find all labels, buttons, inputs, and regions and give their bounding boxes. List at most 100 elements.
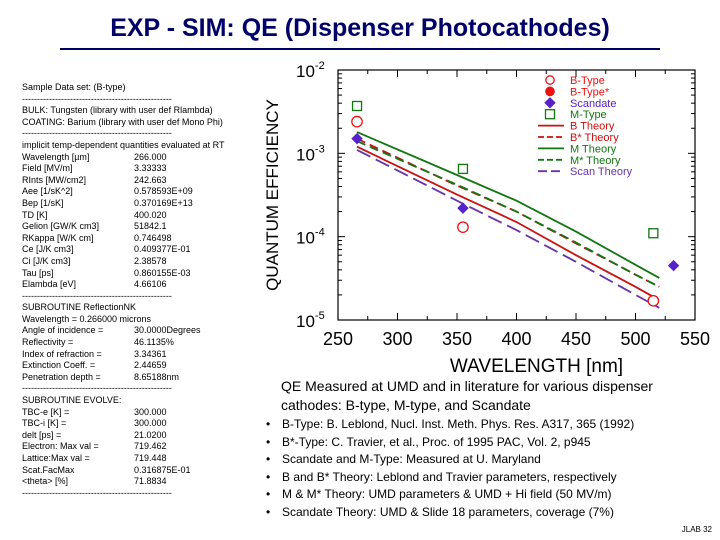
y-axis-label: QUANTUM EFFICIENCY	[263, 99, 282, 291]
y-tick-base: 10	[296, 145, 315, 164]
sample-line: COATING: Barium (library with user def M…	[22, 117, 267, 129]
y-tick-label: 10-3	[296, 143, 325, 164]
x-tick-label: 550	[680, 329, 710, 349]
title-underline	[60, 48, 660, 50]
sample-value: 2.38578	[134, 255, 167, 266]
sample-key: ----------------------------------------…	[22, 487, 172, 498]
sample-value: 266.000	[134, 151, 167, 162]
point-mtype	[351, 100, 363, 112]
legend-label: Scandate	[570, 98, 616, 110]
sample-line: TBC-i [K] = 300.000	[22, 418, 267, 430]
y-tick-base: 10	[296, 62, 315, 81]
y-tick-label: 10-4	[296, 227, 325, 248]
sample-line: Ce [J/K cm3] 0.409377E-01	[22, 244, 267, 256]
sample-line: Wavelength [µm] 266.000	[22, 152, 267, 164]
series-line-mtheory	[356, 131, 660, 279]
y-tick-exponent: -4	[315, 227, 325, 239]
legend-entry: B* Theory	[538, 132, 619, 144]
legend-marker-scandate	[544, 97, 556, 109]
sample-line: Gelion [GW/K cm3] 51842.1	[22, 221, 267, 233]
sample-key: Tau [ps]	[22, 267, 54, 278]
plot-frame	[337, 69, 696, 321]
x-tick-label: 450	[561, 329, 591, 349]
point-btype	[647, 294, 660, 307]
sample-value: 0.860155E-03	[134, 267, 191, 278]
legend-entry: Scandate	[544, 97, 616, 110]
sample-value: 2.44659	[134, 360, 167, 371]
reference-text: Scandate Theory: UMD & Slide 18 paramete…	[282, 504, 614, 519]
sample-value: 8.65188nm	[134, 371, 180, 382]
x-tick-label: 400	[501, 329, 531, 349]
sample-key: Bep [1/sK]	[22, 197, 64, 208]
sample-key: Sample Data set: (B-type)	[22, 82, 126, 92]
legend-label: M-Type	[570, 109, 607, 121]
sample-line: ----------------------------------------…	[22, 383, 267, 395]
sample-value: 51842.1	[134, 221, 167, 232]
sample-line: Extinction Coeff. = 2.44659	[22, 360, 267, 372]
reference-item: • B*-Type: C. Travier, et al., Proc. of 1…	[263, 434, 713, 452]
sample-key: Ci [J/K cm3]	[22, 255, 71, 266]
sample-line: Tau [ps] 0.860155E-03	[22, 268, 267, 280]
y-tick-exponent: -5	[315, 310, 325, 322]
bullet-icon: •	[266, 434, 271, 449]
sample-value: 0.409377E-01	[134, 244, 191, 255]
legend-label: M* Theory	[570, 155, 621, 167]
x-axis-label: WAVELENGTH [nm]	[450, 356, 623, 376]
sample-key: Ce [J/K cm3]	[22, 244, 74, 255]
reference-list: • B-Type: B. Leblond, Nucl. Inst. Meth. P…	[263, 416, 713, 522]
sample-key: ----------------------------------------…	[22, 93, 172, 104]
reference-item: • Scandate and M-Type: Measured at U. Mar…	[263, 451, 713, 469]
slide-footer: JLAB 32	[681, 525, 712, 534]
bullet-icon: •	[266, 452, 271, 467]
legend-label: B-Type*	[570, 86, 610, 98]
sample-value: 46.1135%	[134, 337, 174, 348]
sample-data-panel: Sample Data set: (B-type) ---------------…	[22, 82, 267, 499]
reference-text: M & M* Theory: UMD parameters & UMD + Hi…	[282, 487, 612, 502]
legend-marker-mtype	[544, 109, 556, 120]
sample-key: SUBROUTINE ReflectionNK	[22, 302, 137, 313]
sample-line: ----------------------------------------…	[22, 94, 267, 106]
sample-line: Angle of incidence = 30.0000Degrees	[22, 325, 267, 337]
series-line-mstar_theory	[356, 140, 660, 288]
sample-key: Extinction Coeff. =	[22, 360, 96, 371]
sample-line: ----------------------------------------…	[22, 488, 267, 500]
y-tick-base: 10	[296, 312, 315, 331]
x-tick-label: 300	[382, 329, 412, 349]
sample-key: TD [K]	[22, 209, 48, 220]
sample-line: Aee [1/sK^2] 0.578593E+09	[22, 186, 267, 198]
sample-value: 719.448	[134, 453, 167, 463]
sample-line: Index of refraction = 3.34361	[22, 349, 267, 361]
sample-value: 30.0000Degrees	[134, 325, 201, 336]
sample-key: <theta> [%]	[22, 476, 69, 487]
legend-entry: M* Theory	[538, 155, 621, 167]
sample-key: Aee [1/sK^2]	[22, 186, 73, 197]
chart-description: QE Measured at UMD and in literature for…	[281, 378, 653, 413]
reference-item: • Scandate Theory: UMD & Slide 18 paramet…	[263, 504, 713, 522]
point-mtype	[648, 228, 659, 239]
sample-key: Lattice:Max val =	[22, 453, 90, 463]
sample-line: ----------------------------------------…	[22, 291, 267, 303]
sample-value: 0.578593E+09	[134, 186, 193, 197]
sample-key: TBC-i [K] =	[22, 418, 67, 429]
legend-label: Scan Theory	[570, 166, 633, 178]
reference-text: B*-Type: C. Travier, et al., Proc. of 19…	[282, 434, 591, 449]
sample-line: TD [K] 400.020	[22, 210, 267, 222]
sample-value: 300.000	[134, 418, 167, 429]
point-scandate	[667, 259, 680, 272]
reference-item: • M & M* Theory: UMD parameters & UMD + H…	[263, 486, 713, 504]
sample-line: Ci [J/K cm3] 2.38578	[22, 256, 267, 268]
sample-line: ----------------------------------------…	[22, 128, 267, 140]
sample-line: RKappa [W/K cm] 0.746498	[22, 233, 267, 245]
sample-line: <theta> [%] 71.8834	[22, 476, 267, 488]
series-line-btheory	[356, 145, 654, 298]
sample-value: 21.0200	[134, 429, 167, 440]
sample-line: Penetration depth = 8.65188nm	[22, 372, 267, 384]
reference-text: Scandate and M-Type: Measured at U. Mary…	[282, 452, 541, 467]
sample-value: 3.33333	[134, 163, 167, 174]
point-btype	[351, 115, 363, 128]
legend-entry: M Theory	[538, 143, 617, 155]
sample-key: TBC-e [K] =	[22, 406, 70, 417]
reference-item: • B and B* Theory: Leblond and Travier pa…	[263, 469, 713, 487]
sample-value: 71.8834	[134, 476, 167, 487]
sample-line: Scat.FacMax 0.316875E-01	[22, 465, 267, 477]
